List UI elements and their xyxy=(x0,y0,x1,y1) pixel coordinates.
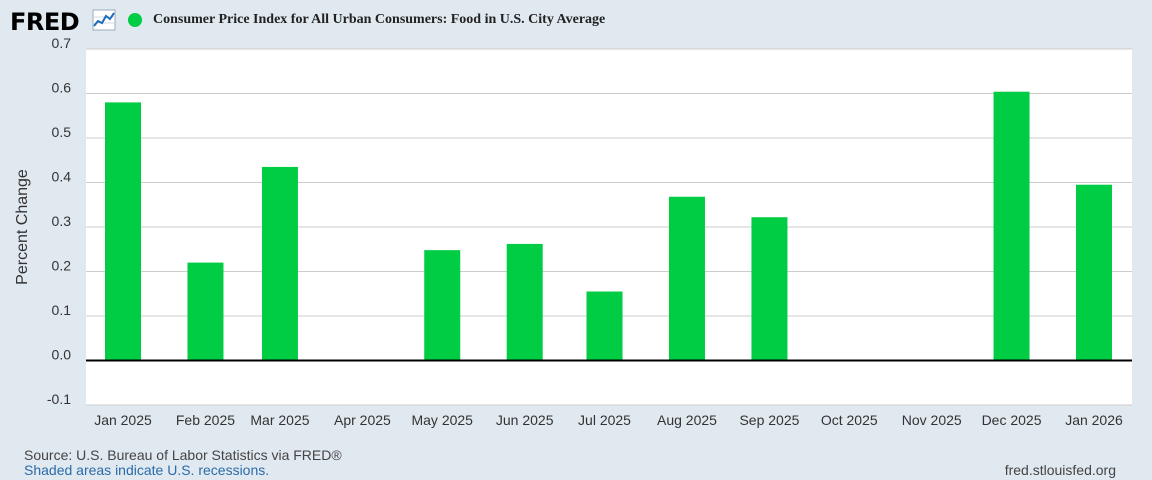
y-tick-label: 0.0 xyxy=(52,347,72,363)
x-tick-label: Aug 2025 xyxy=(657,412,717,428)
x-tick-label: Dec 2025 xyxy=(982,412,1042,428)
bar[interactable] xyxy=(668,196,705,361)
y-tick-label: 0.1 xyxy=(52,302,72,318)
x-tick-label: Oct 2025 xyxy=(821,412,878,428)
bar[interactable] xyxy=(751,217,788,361)
bar[interactable] xyxy=(187,262,224,361)
x-tick-label: Nov 2025 xyxy=(902,412,962,428)
y-tick-label: 0.6 xyxy=(52,80,72,96)
bar[interactable] xyxy=(506,243,543,361)
y-tick-label: -0.1 xyxy=(47,391,71,407)
x-tick-label: May 2025 xyxy=(411,412,473,428)
x-tick-label: Feb 2025 xyxy=(176,412,235,428)
fred-logo: FRED xyxy=(10,8,80,36)
bars xyxy=(105,91,1112,361)
chart: -0.1 0.0 0.1 0.2 0.3 0.4 0.5 0.6 0.7 Jan 2025 Feb… xyxy=(14,35,1132,428)
x-tick-label: Apr 2025 xyxy=(334,412,391,428)
x-axis-ticks: Jan 2025 Feb 2025 Mar 2025 Apr 2025 May 2025… xyxy=(94,412,1123,428)
x-tick-label: Jan 2026 xyxy=(1065,412,1123,428)
x-tick-label: Sep 2025 xyxy=(739,412,799,428)
line-graph-icon xyxy=(92,9,116,31)
x-tick-label: Jul 2025 xyxy=(578,412,631,428)
y-tick-label: 0.5 xyxy=(52,124,72,140)
x-tick-label: Mar 2025 xyxy=(250,412,309,428)
recession-note[interactable]: Shaded areas indicate U.S. recessions. xyxy=(24,462,270,478)
x-tick-label: Jan 2025 xyxy=(94,412,152,428)
bar[interactable] xyxy=(105,102,141,361)
y-axis-label: Percent Change xyxy=(14,169,31,285)
bar[interactable] xyxy=(1076,184,1112,361)
x-tick-label: Jun 2025 xyxy=(496,412,554,428)
bar[interactable] xyxy=(261,166,298,361)
chart-title: Consumer Price Index for All Urban Consu… xyxy=(153,12,606,27)
bar[interactable] xyxy=(424,250,461,361)
y-axis-ticks: -0.1 0.0 0.1 0.2 0.3 0.4 0.5 0.6 0.7 xyxy=(47,35,71,407)
legend-series-dot xyxy=(128,13,142,27)
y-tick-label: 0.3 xyxy=(52,213,72,229)
bar[interactable] xyxy=(586,291,623,361)
y-tick-label: 0.7 xyxy=(52,35,72,51)
fred-url[interactable]: fred.stlouisfed.org xyxy=(1004,462,1116,478)
y-tick-label: 0.2 xyxy=(52,258,72,274)
source-note: Source: U.S. Bureau of Labor Statistics … xyxy=(24,447,342,463)
bar[interactable] xyxy=(993,91,1030,361)
y-tick-label: 0.4 xyxy=(52,169,72,185)
